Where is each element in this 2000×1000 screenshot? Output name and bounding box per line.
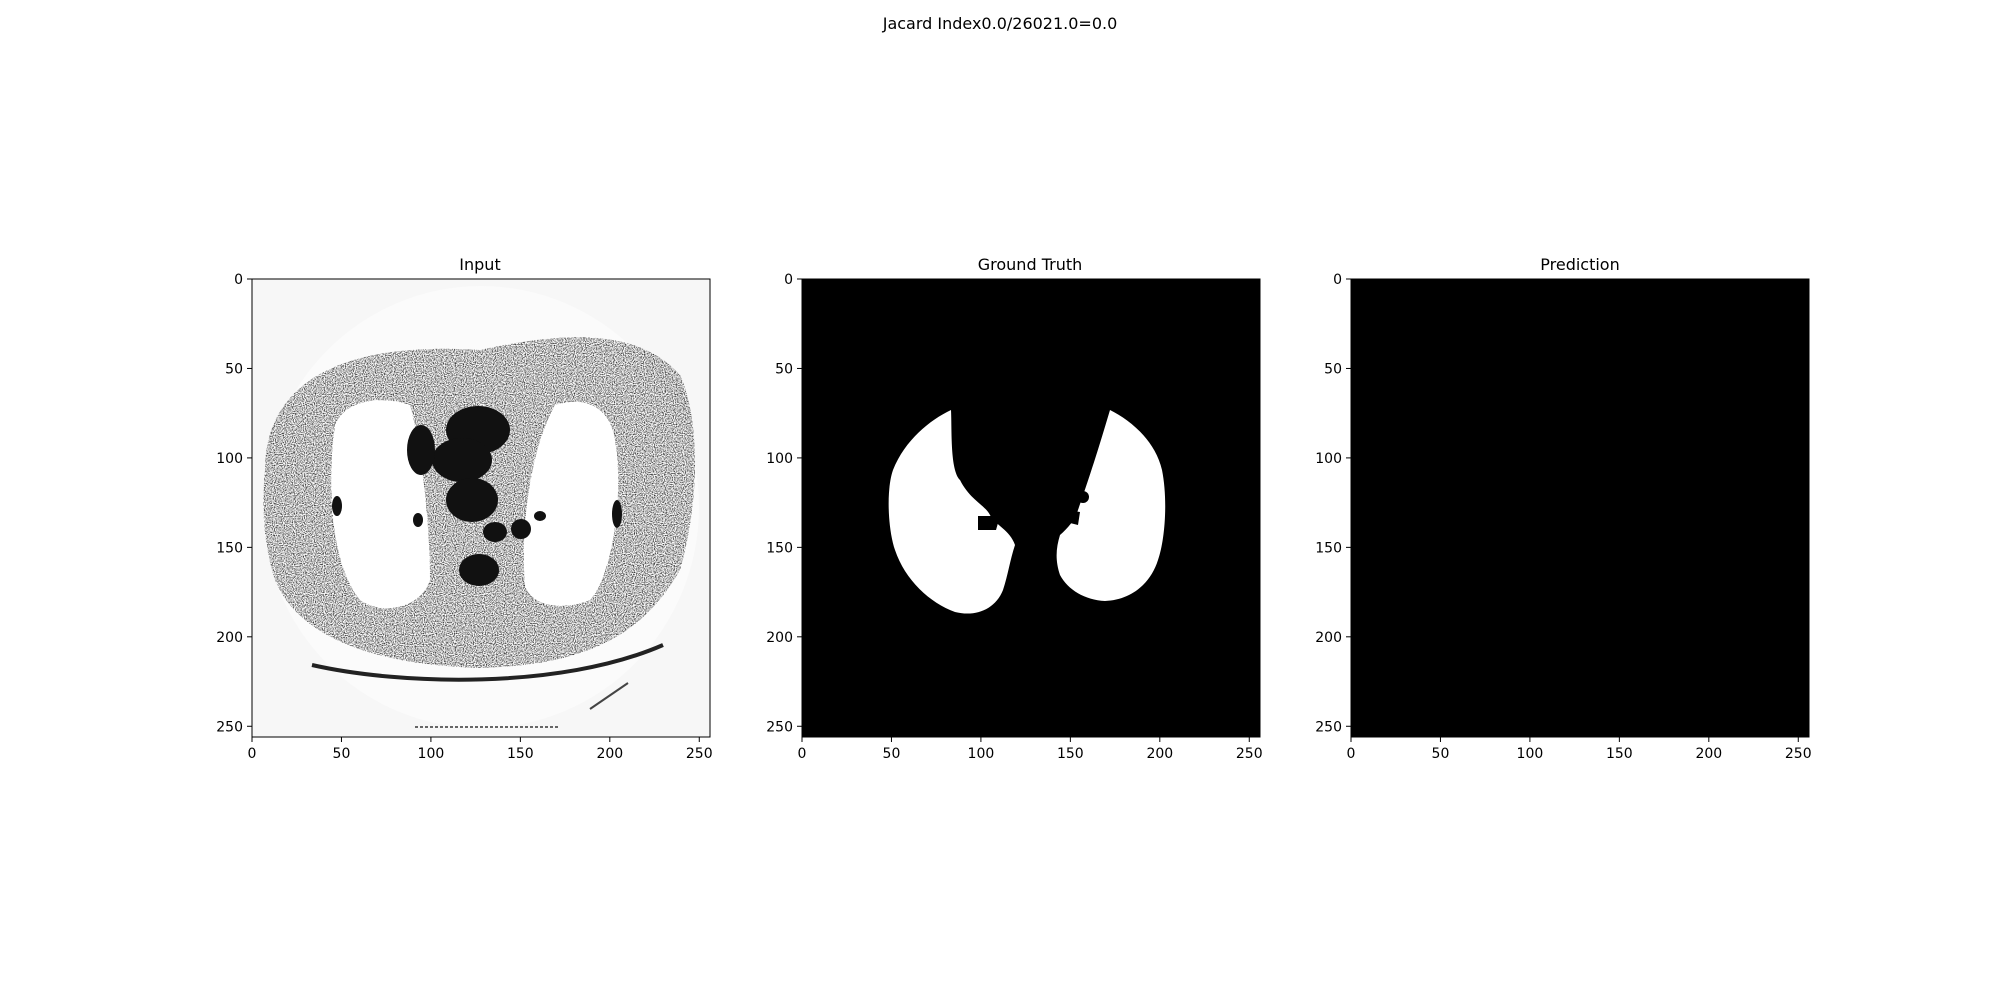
- y-tick-label: 50: [775, 361, 793, 377]
- x-tick-label: 0: [248, 746, 257, 762]
- x-tick-label: 0: [1347, 746, 1356, 762]
- x-tick-label: 250: [1236, 746, 1263, 762]
- figure-suptitle: Jacard Index0.0/26021.0=0.0: [882, 14, 1118, 33]
- panel-ground-truth: Ground Truth 0 50 100 150 200 250 0 50 100 150 20…: [766, 255, 1262, 762]
- y-tick-label: 250: [766, 719, 793, 735]
- y-tick-label: 0: [234, 272, 243, 288]
- y-axis: 0 50 100 150 200 250: [216, 272, 252, 735]
- x-tick-label: 250: [686, 746, 713, 762]
- panel-title: Prediction: [1540, 255, 1619, 274]
- y-tick-label: 100: [216, 451, 243, 467]
- x-tick-label: 250: [1785, 746, 1812, 762]
- ground-truth-mask: [802, 279, 1260, 737]
- panel-prediction: Prediction 0 50 100 150 200 250 0 50 100 150 200 2…: [1315, 255, 1811, 762]
- x-tick-label: 0: [798, 746, 807, 762]
- y-tick-label: 100: [1315, 451, 1342, 467]
- x-tick-label: 100: [1517, 746, 1544, 762]
- x-tick-label: 200: [1695, 746, 1722, 762]
- x-tick-label: 100: [418, 746, 445, 762]
- y-tick-label: 100: [766, 451, 793, 467]
- y-tick-label: 50: [225, 361, 243, 377]
- y-tick-label: 250: [216, 719, 243, 735]
- y-axis: 0 50 100 150 200 250: [1315, 272, 1351, 735]
- x-tick-label: 150: [1606, 746, 1633, 762]
- y-tick-label: 0: [1333, 272, 1342, 288]
- x-axis: 0 50 100 150 200 250: [798, 737, 1263, 762]
- y-tick-label: 0: [784, 272, 793, 288]
- prediction-mask: [1351, 279, 1809, 737]
- x-tick-label: 50: [333, 746, 351, 762]
- y-tick-label: 150: [216, 540, 243, 556]
- x-tick-label: 50: [883, 746, 901, 762]
- x-tick-label: 200: [1146, 746, 1173, 762]
- y-tick-label: 200: [216, 630, 243, 646]
- y-tick-label: 150: [766, 540, 793, 556]
- y-axis: 0 50 100 150 200 250: [766, 272, 802, 735]
- y-tick-label: 200: [1315, 630, 1342, 646]
- x-tick-label: 50: [1432, 746, 1450, 762]
- x-tick-label: 150: [1057, 746, 1084, 762]
- panel-input: Input: [216, 255, 712, 762]
- x-axis: 0 50 100 150 200 250: [248, 737, 713, 762]
- x-axis: 0 50 100 150 200 250: [1347, 737, 1812, 762]
- ct-image: [252, 279, 710, 737]
- y-tick-label: 250: [1315, 719, 1342, 735]
- y-tick-label: 200: [766, 630, 793, 646]
- y-tick-label: 50: [1324, 361, 1342, 377]
- y-tick-label: 150: [1315, 540, 1342, 556]
- panel-title: Ground Truth: [978, 255, 1083, 274]
- x-tick-label: 100: [968, 746, 995, 762]
- panel-title: Input: [459, 255, 500, 274]
- x-tick-label: 150: [507, 746, 534, 762]
- x-tick-label: 200: [596, 746, 623, 762]
